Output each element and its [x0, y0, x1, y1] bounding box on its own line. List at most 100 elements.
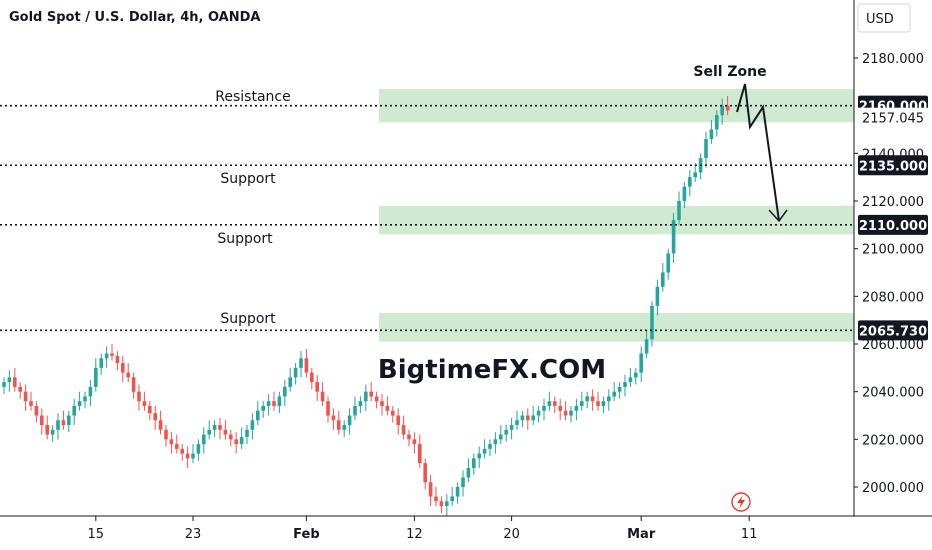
projection-path	[736, 83, 780, 222]
candle-body	[385, 405, 390, 411]
candle-body	[428, 482, 433, 497]
candle-body	[185, 453, 190, 459]
candle-body	[67, 415, 71, 426]
candle-body	[547, 401, 552, 406]
candle-body	[369, 391, 373, 397]
candle-body	[56, 420, 60, 430]
price-axis[interactable]: USD 2000.000 2020.000 2040.000 2060.000 2080…	[853, 0, 932, 550]
candle-body	[682, 186, 687, 201]
candle-body	[704, 139, 708, 159]
candle-body	[488, 444, 492, 449]
y-tick-label: 2100.000	[862, 243, 924, 258]
candle-body	[277, 396, 282, 406]
candle-body	[493, 439, 498, 445]
candle-body	[137, 391, 141, 402]
candle-body	[331, 415, 336, 421]
support-label-3: Support	[220, 311, 276, 327]
candle-body	[569, 410, 573, 416]
candle-body	[13, 377, 17, 387]
candle-body	[261, 405, 265, 411]
lightning-icon[interactable]	[731, 492, 751, 512]
candle-body	[115, 355, 120, 364]
candle-body	[342, 425, 346, 430]
candle-body	[142, 401, 147, 406]
candle-body	[353, 405, 357, 416]
candle-body	[715, 115, 719, 130]
candle-body	[88, 386, 93, 397]
candle-body	[72, 405, 76, 416]
candle-body	[423, 463, 427, 483]
y-tick-label: 2080.000	[862, 290, 924, 305]
candle-body	[628, 377, 633, 383]
level-price-box-2	[858, 214, 928, 235]
resistance-label: Resistance	[215, 89, 290, 105]
x-tick-label: 12	[406, 527, 423, 542]
y-tick-label: 2120.000	[862, 195, 924, 210]
candle-body	[526, 415, 530, 421]
candle-body	[77, 401, 82, 406]
candle-body	[412, 439, 417, 445]
candle-body	[499, 434, 503, 440]
x-ticks: 15 23 Feb 12 20 Mar 11	[88, 516, 757, 542]
candle-body	[563, 410, 568, 416]
candle-body	[374, 396, 379, 402]
candle-body	[337, 420, 341, 430]
zones-layer	[379, 88, 854, 342]
candle-body	[590, 396, 595, 402]
time-axis[interactable]: 15 23 Feb 12 20 Mar 11	[0, 515, 932, 542]
candle-body	[148, 405, 152, 414]
candle-body	[515, 420, 519, 426]
annotations-layer: Resistance Support Support Support Sell …	[215, 64, 788, 512]
candle-body	[131, 377, 136, 392]
candle-body	[644, 339, 649, 354]
candle-body	[709, 129, 714, 140]
support-label-2: Support	[217, 231, 273, 247]
candle-body	[574, 405, 579, 411]
candle-body	[283, 386, 287, 397]
candle-body	[655, 286, 660, 306]
candle-body	[650, 305, 654, 340]
candle-body	[364, 391, 368, 402]
candle-body	[401, 425, 406, 435]
candle-body	[164, 429, 168, 440]
candle-body	[693, 172, 697, 178]
candle-body	[202, 434, 206, 445]
candles-layer	[2, 96, 730, 516]
levels-layer	[0, 104, 854, 332]
x-tick-label: 23	[185, 527, 202, 542]
candle-body	[304, 358, 309, 373]
candle-body	[623, 382, 627, 387]
candle-body	[617, 386, 622, 392]
candle-body	[580, 401, 584, 406]
candle-body	[666, 253, 670, 273]
candle-body	[553, 401, 557, 406]
zone-1	[379, 205, 854, 235]
sell-zone-label: Sell Zone	[693, 64, 766, 80]
y-tick-label: 2020.000	[862, 433, 924, 448]
candle-body	[472, 458, 476, 468]
candle-body	[358, 401, 363, 406]
candle-body	[191, 453, 195, 459]
candle-body	[434, 496, 438, 502]
candle-body	[158, 420, 163, 430]
candle-body	[153, 413, 157, 421]
zone-2	[379, 313, 854, 342]
y-tick-label: 2000.000	[862, 481, 924, 496]
candle-body	[61, 420, 66, 426]
candle-body	[266, 401, 271, 406]
candle-body	[320, 391, 325, 402]
y-tick-label: 2060.000	[862, 338, 924, 353]
currency-box[interactable]	[857, 3, 911, 33]
candle-body	[396, 415, 400, 426]
candle-body	[601, 401, 606, 406]
candle-body	[531, 415, 535, 421]
level-price-box-3	[858, 320, 928, 341]
x-tick-label: 15	[88, 527, 105, 542]
candle-body	[169, 439, 174, 445]
candle-body	[558, 405, 562, 411]
candle-body	[83, 396, 87, 402]
y-tick-label: 2040.000	[862, 386, 924, 401]
candle-body	[542, 405, 546, 411]
